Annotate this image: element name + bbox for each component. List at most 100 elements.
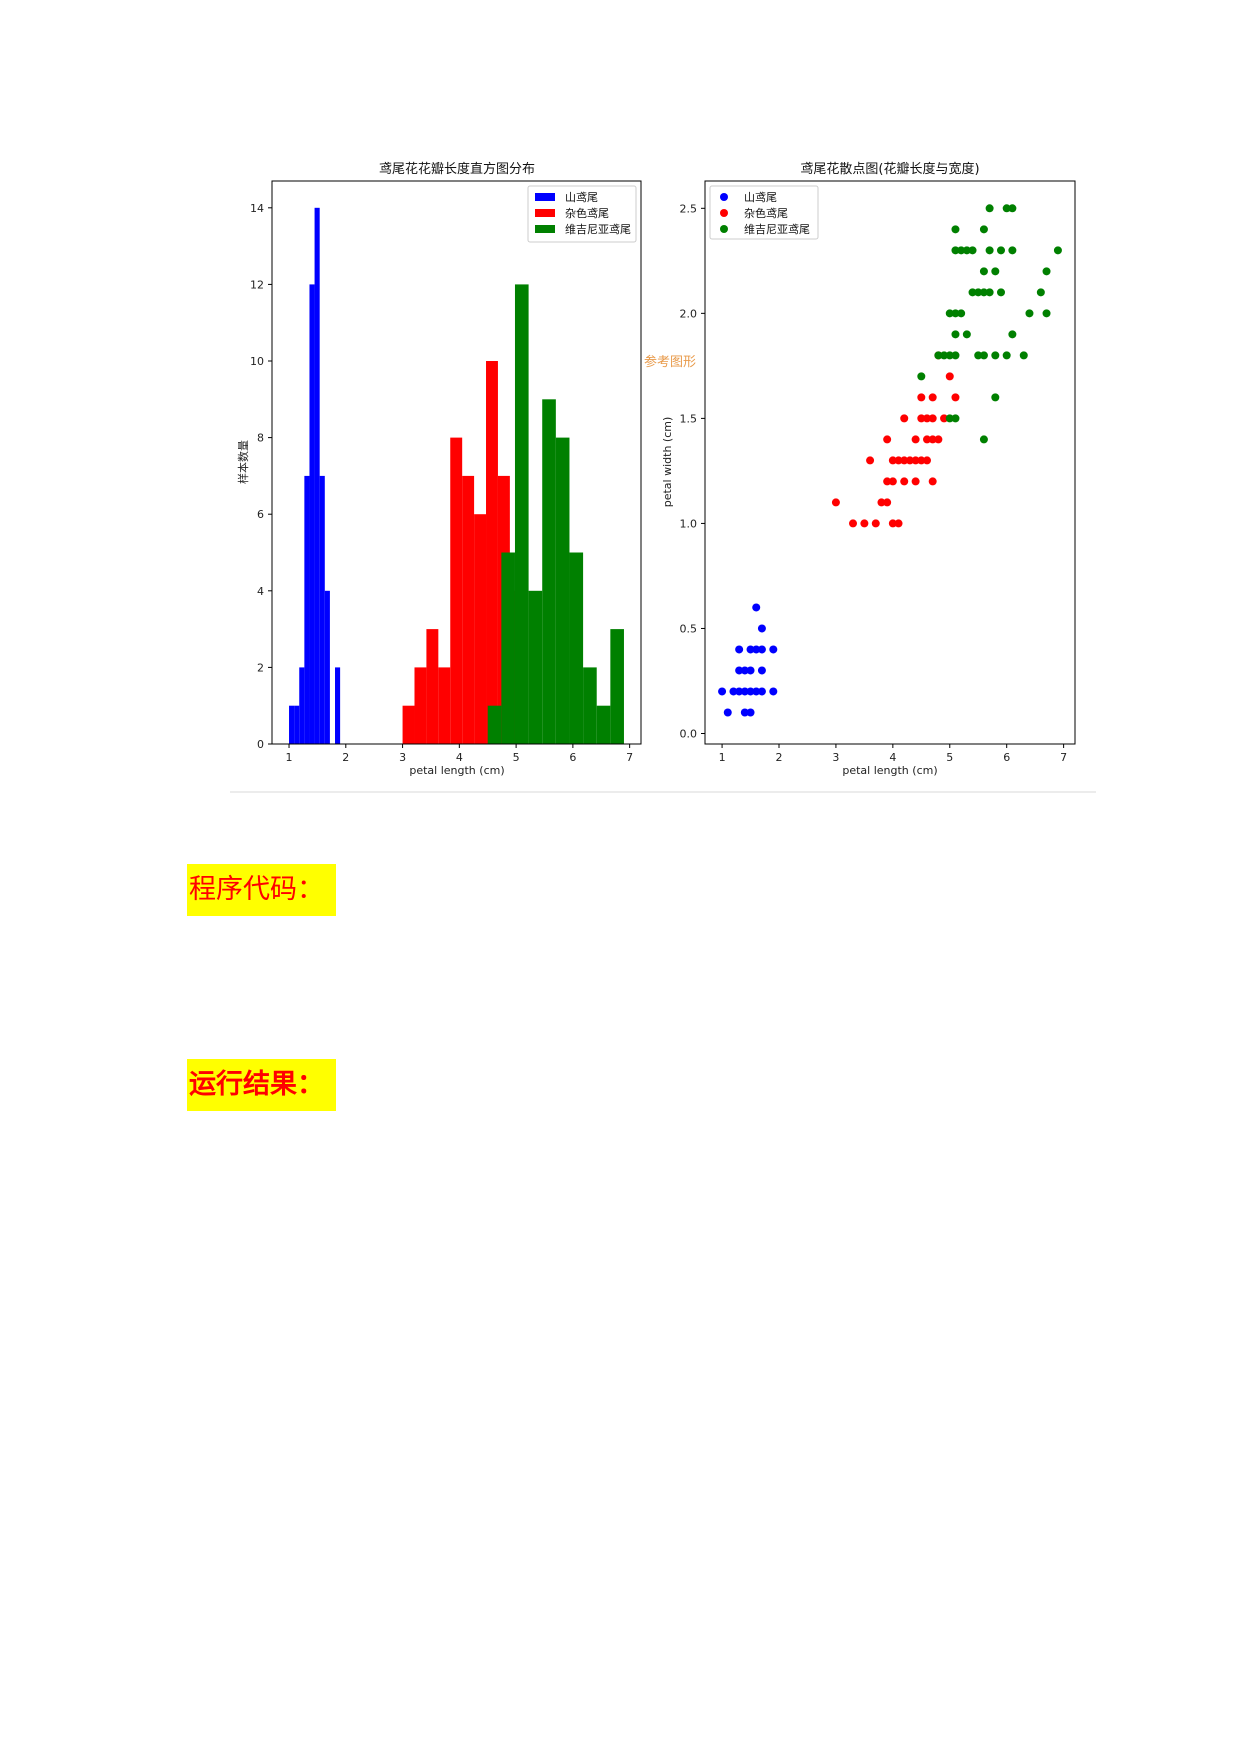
scatter-point-1-4 [871,519,880,528]
scatter-legend: 山鸢尾 杂色鸢尾 维吉尼亚鸢尾 [709,185,819,240]
hist-bar-2-5 [555,437,570,744]
scatter-point-2-5 [945,309,954,318]
scatter-point-2-34 [1002,204,1011,213]
scatter-point-2-9 [951,309,960,318]
scatter-legend-label-virginica: 维吉尼亚鸢尾 [744,222,810,236]
hist-xtick-label-1: 2 [342,751,349,764]
scatter-ytick-label-4: 2.0 [680,307,698,320]
scatter-point-1-28 [928,435,937,444]
scatter-legend-label-setosa: 山鸢尾 [744,190,777,204]
scatter-point-1-6 [883,498,892,507]
histogram-title: 鸢尾花花瓣长度直方图分布 [379,161,535,177]
scatter-point-1-2 [860,519,869,528]
hist-bar-2-7 [583,667,597,744]
scatter-point-0-7 [740,687,749,696]
scatter-point-0-20 [769,687,778,696]
hist-ytick-label-1: 2 [257,661,264,674]
scatter-point-1-35 [951,393,960,402]
scatter-point-1-29 [928,414,937,423]
scatter-point-1-5 [877,498,886,507]
hist-ytick-label-6: 12 [250,278,264,291]
scatter-chart: 鸢尾花散点图(花瓣长度与宽度) 1 2 3 4 5 6 7 0.0 0.5 1.0 1.5 2.0 2… [661,161,1076,777]
scatter-point-2-16 [968,288,977,297]
scatter-point-2-33 [1002,351,1011,360]
scatter-point-2-4 [945,351,954,360]
scatter-point-1-15 [900,456,909,465]
scatter-point-0-19 [757,624,766,633]
scatter-y-axis-label: petal width (cm) [661,417,674,508]
scatter-point-0-15 [752,603,761,612]
watermark-text: 参考图形 [644,354,696,370]
scatter-point-2-20 [979,435,988,444]
scatter-point-0-18 [757,645,766,654]
scatter-xtick-label-4: 5 [946,751,953,764]
scatter-point-0-5 [735,645,744,654]
scatter-point-1-22 [917,414,926,423]
scatter-point-2-35 [1008,330,1017,339]
scatter-point-1-30 [928,393,937,402]
scatter-point-2-22 [979,288,988,297]
hist-ytick-label-4: 8 [257,432,264,445]
scatter-point-0-13 [752,687,761,696]
scatter-xtick-label-5: 6 [1003,751,1010,764]
hist-xtick-label-6: 7 [626,751,633,764]
scatter-point-0-1 [723,708,732,717]
scatter-point-1-19 [911,456,920,465]
scatter-point-2-40 [1036,288,1045,297]
scatter-point-1-7 [883,477,892,486]
hist-bar-0-0 [289,705,295,744]
scatter-point-2-0 [917,372,926,381]
hist-ytick-label-2: 4 [257,585,264,598]
scatter-point-0-6 [740,708,749,717]
hist-bar-2-6 [569,552,584,744]
scatter-point-2-13 [957,246,966,255]
scatter-point-2-42 [1042,267,1051,276]
scatter-point-2-23 [979,267,988,276]
scatter-ytick-label-2: 1.0 [680,517,698,530]
scatter-point-2-37 [1008,204,1017,213]
scatter-point-2-2 [940,351,949,360]
scatter-ytick-label-5: 2.5 [680,202,698,215]
hist-xtick-label-5: 6 [569,751,576,764]
scatter-point-2-31 [997,288,1005,297]
scatter-legend-box [709,185,819,240]
legend-label-virginica: 维吉尼亚鸢尾 [565,222,631,236]
scatter-point-2-14 [962,330,971,339]
scatter-point-2-11 [951,225,960,234]
legend-swatch-setosa [535,193,555,201]
histogram-y-axis-label: 样本数量 [236,440,250,484]
scatter-point-1-23 [917,393,926,402]
hist-ytick-label-0: 0 [257,738,264,751]
hist-bar-2-2 [514,284,529,744]
scatter-point-1-17 [905,456,914,465]
hist-bar-1-7 [486,361,498,744]
scatter-point-2-36 [1008,246,1017,255]
scatter-point-0-11 [746,666,755,675]
scatter-point-2-6 [951,414,960,423]
scatter-point-1-16 [900,414,909,423]
scatter-point-1-34 [945,372,954,381]
scatter-point-1-27 [928,477,937,486]
scatter-point-2-41 [1042,309,1051,318]
hist-bar-0-1 [294,705,300,744]
scatter-points [718,204,1062,717]
scatter-point-1-31 [934,435,943,444]
scatter-legend-marker-setosa [720,193,728,201]
scatter-point-1-9 [888,519,897,528]
scatter-point-0-21 [769,645,778,654]
scatter-point-1-8 [883,435,892,444]
hist-bar-1-6 [474,514,487,744]
hist-bar-0-6 [319,475,325,744]
scatter-point-2-25 [985,288,994,297]
scatter-y-ticks: 0.0 0.5 1.0 1.5 2.0 2.5 [680,202,705,740]
scatter-point-2-8 [951,330,960,339]
hist-bar-2-4 [542,399,556,744]
scatter-x-ticks: 1 2 3 4 5 6 7 [719,744,1067,764]
scatter-point-1-33 [940,414,949,423]
scatter-point-0-16 [757,687,766,696]
hist-xtick-label-2: 3 [399,751,406,764]
hist-bar-1-4 [450,437,463,744]
scatter-xtick-label-2: 3 [832,751,839,764]
scatter-point-1-14 [900,477,909,486]
